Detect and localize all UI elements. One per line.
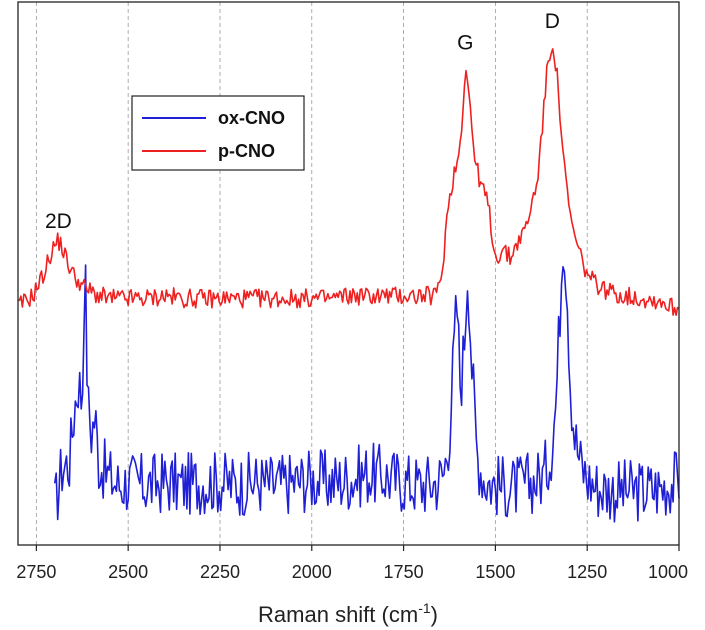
x-tick-label-2500: 2500: [108, 562, 148, 582]
plot-frame: [17, 1, 680, 546]
peak-label-g: G: [457, 32, 473, 55]
series-line-ox-cno: [53, 264, 680, 523]
x-axis-ticks: 2750 2500 2250 2000 1750 1500 1250 1000: [16, 545, 688, 582]
legend-label-p-cno: p-CNO: [218, 141, 275, 161]
legend-label-ox-cno: ox-CNO: [218, 108, 285, 128]
peak-label-d: D: [545, 10, 560, 33]
x-tick-label-1250: 1250: [567, 562, 607, 582]
legend: ox-CNO p-CNO: [131, 95, 305, 171]
x-axis-title: Raman shift (cm-1): [258, 600, 438, 627]
x-tick-label-1500: 1500: [475, 562, 515, 582]
x-tick-label-1750: 1750: [384, 562, 424, 582]
series-lines: [17, 48, 680, 523]
series-line-p-cno: [17, 48, 680, 316]
peak-label-2d: 2D: [45, 210, 72, 233]
x-tick-label-1000: 1000: [648, 562, 688, 582]
x-tick-label-2000: 2000: [292, 562, 332, 582]
legend-box: [131, 95, 305, 171]
x-tick-label-2250: 2250: [200, 562, 240, 582]
x-tick-label-2750: 2750: [16, 562, 56, 582]
